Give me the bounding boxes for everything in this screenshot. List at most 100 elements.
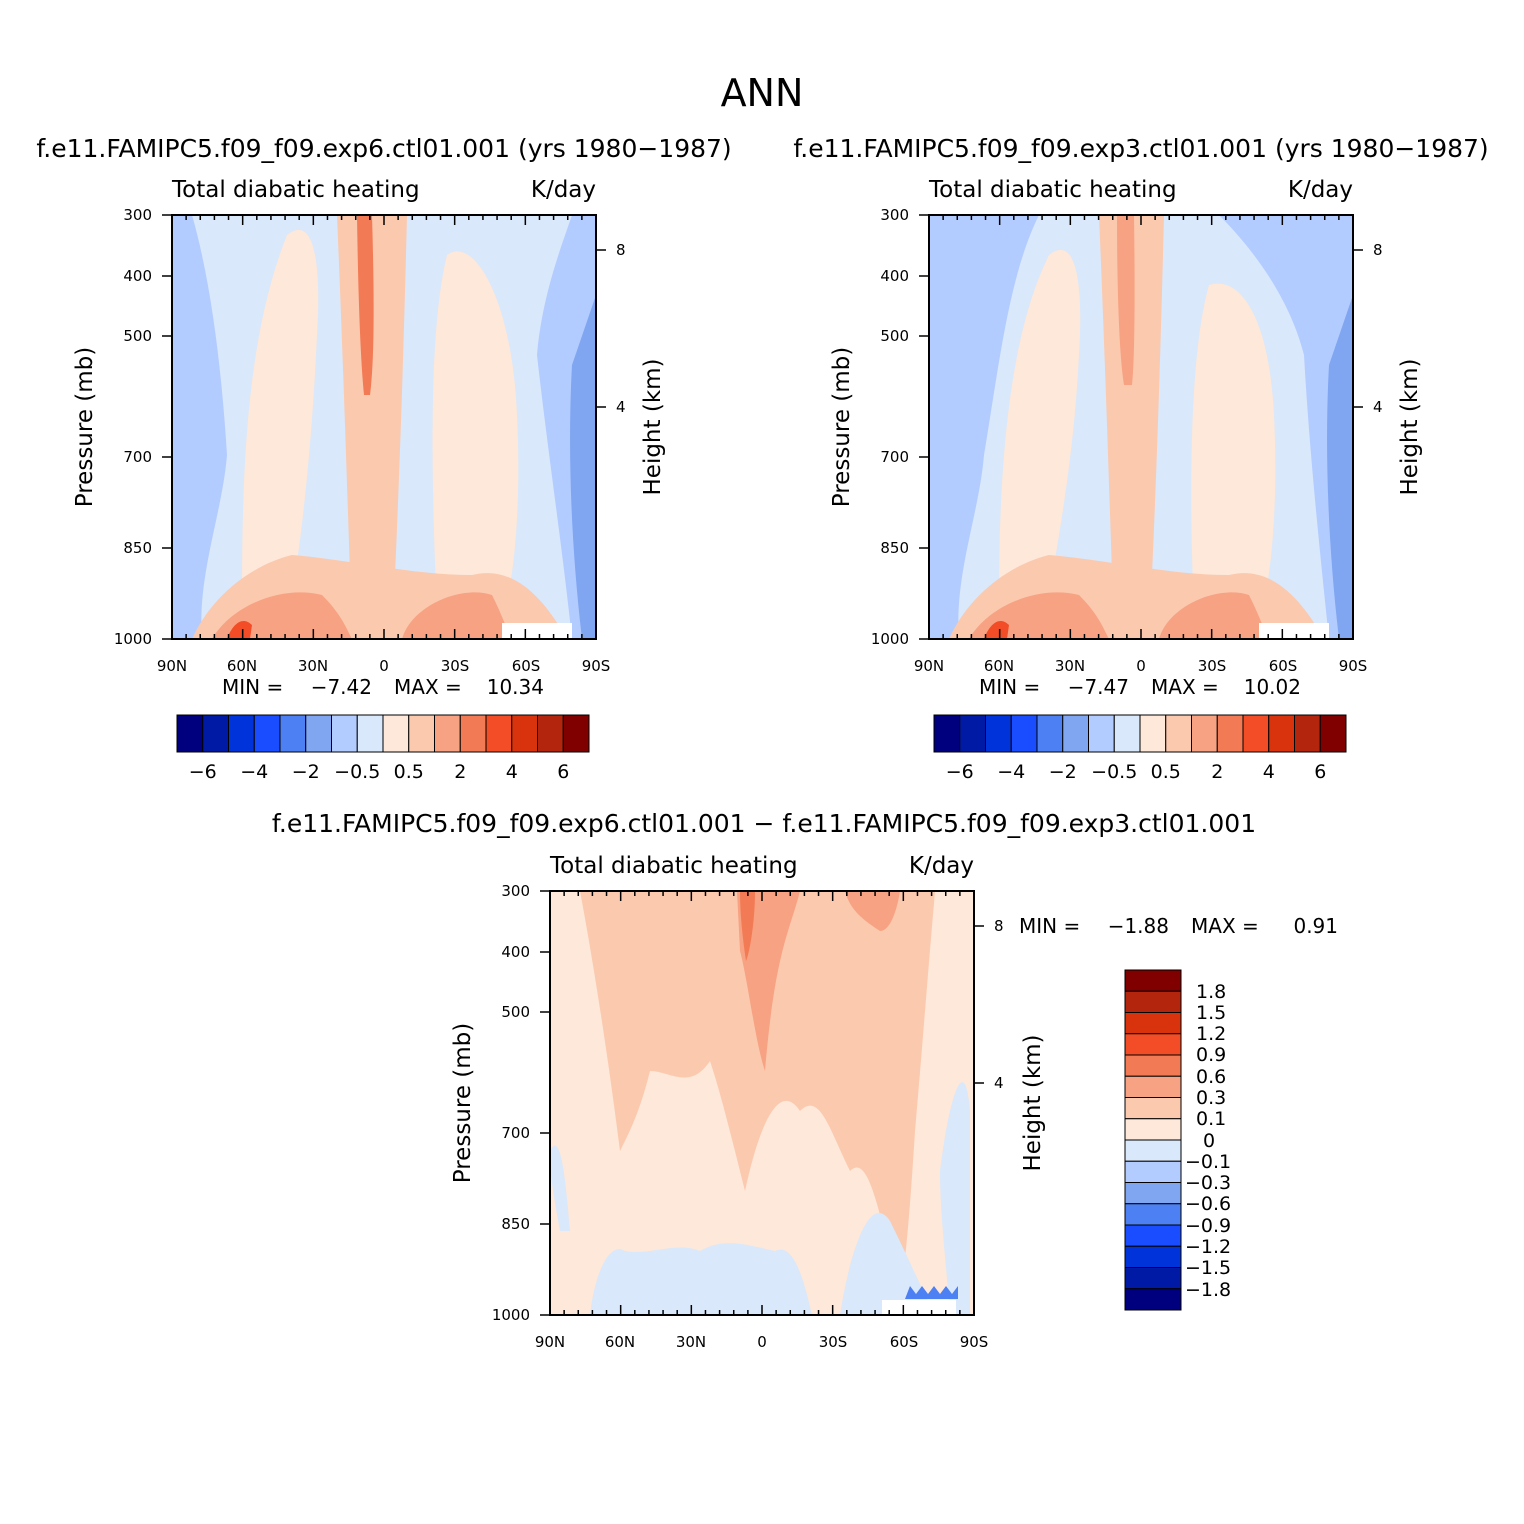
colorbar-swatch xyxy=(511,714,538,753)
x-tick-label: 60S xyxy=(890,1333,919,1351)
x-tick-label: 90S xyxy=(960,1333,989,1351)
panel-1-y-ticks-right: 8 4 xyxy=(616,241,626,416)
panel-2-x-ticks: 90N 60N 30N 0 30S 60S 90S xyxy=(914,657,1367,675)
colorbar-swatch xyxy=(485,714,513,753)
colorbar-swatch xyxy=(382,714,410,753)
x-tick-label: 0 xyxy=(1136,657,1146,675)
panel-1-warm-left xyxy=(242,229,319,595)
colorbar-label: 4 xyxy=(1263,761,1275,783)
max-label: MAX = xyxy=(1191,914,1259,938)
panel-3-ylabel-right: Height (km) xyxy=(1020,1034,1046,1171)
colorbar-label: −6 xyxy=(946,761,974,783)
colorbar-1-labels: −6 −4 −2 −0.5 0.5 2 4 6 xyxy=(189,761,570,783)
y-tick-label: 300 xyxy=(501,882,530,900)
panel-2-field xyxy=(928,214,1354,640)
colorbar-swatch xyxy=(305,714,332,753)
x-tick-label: 30S xyxy=(1198,657,1227,675)
panel-3-positive-peak xyxy=(740,891,755,961)
panel-1-missing xyxy=(502,623,572,639)
min-label: MIN = xyxy=(979,675,1040,699)
x-tick-label: 60N xyxy=(984,657,1014,675)
x-tick-label: 90S xyxy=(1339,657,1368,675)
x-tick-label: 60S xyxy=(1269,657,1298,675)
colorbar-swatch xyxy=(1216,714,1244,753)
colorbar-label: −0.5 xyxy=(1091,761,1137,783)
min-value: −7.42 xyxy=(311,675,372,699)
x-tick-label: 60S xyxy=(512,657,541,675)
colorbar-2: −6 −4 −2 −0.5 0.5 2 4 6 xyxy=(933,714,1347,783)
colorbar-swatch xyxy=(1124,1097,1182,1120)
y-tick-label: 300 xyxy=(123,206,152,224)
colorbar-label: −1.8 xyxy=(1185,1279,1231,1301)
colorbar-swatch xyxy=(331,714,358,753)
panel-1-title: f.e11.FAMIPC5.f09_f09.exp6.ctl01.001 (yr… xyxy=(36,134,731,163)
colorbar-swatch xyxy=(1124,1118,1182,1141)
y-tick-right-label: 4 xyxy=(616,398,626,416)
colorbar-label: 2 xyxy=(1211,761,1223,783)
y-tick-label: 700 xyxy=(123,448,152,466)
panel-3-positive xyxy=(580,891,935,1291)
colorbar-swatch xyxy=(1062,714,1089,753)
colorbar-label: 0.1 xyxy=(1196,1108,1226,1130)
y-tick-label: 1000 xyxy=(492,1306,530,1324)
panel-2-y-ticks: 300 400 500 700 850 1000 xyxy=(871,206,909,648)
colorbar-3-swatches xyxy=(1124,969,1182,1311)
colorbar-label: −2 xyxy=(292,761,320,783)
y-tick-label: 1000 xyxy=(871,630,909,648)
y-tick-right-label: 4 xyxy=(994,1074,1004,1092)
colorbar-label: −4 xyxy=(240,761,268,783)
x-tick-label: 90N xyxy=(914,657,944,675)
panel-1-surface-core xyxy=(212,592,512,639)
colorbar-swatch xyxy=(1124,1288,1182,1311)
y-tick-label: 400 xyxy=(123,267,152,285)
colorbar-swatch xyxy=(228,714,255,753)
y-tick-label: 700 xyxy=(880,448,909,466)
x-tick-label: 30N xyxy=(676,1333,706,1351)
y-tick-right-label: 8 xyxy=(616,241,626,259)
panel-1-ylabel: Pressure (mb) xyxy=(72,347,98,507)
colorbar-swatch xyxy=(202,714,229,753)
panel-3-positive-core xyxy=(737,891,900,1071)
panel-3-x-ticks: 90N 60N 30N 0 30S 60S 90S xyxy=(535,1333,988,1351)
panel-2-missing xyxy=(1259,623,1329,639)
panel-1-y-ticks: 300 400 500 700 850 1000 xyxy=(114,206,152,648)
x-tick-label: 90N xyxy=(157,657,187,675)
panel-2-units: K/day xyxy=(1288,177,1353,203)
y-tick-label: 400 xyxy=(880,267,909,285)
colorbar-label: 0.9 xyxy=(1196,1044,1226,1066)
panel-1-field xyxy=(171,214,597,640)
x-tick-label: 30S xyxy=(819,1333,848,1351)
colorbar-swatch xyxy=(1139,714,1167,753)
panel-2-surface-core xyxy=(969,592,1269,639)
max-value: 10.34 xyxy=(487,675,544,699)
y-tick-label: 500 xyxy=(501,1003,530,1021)
min-value: −1.88 xyxy=(1108,914,1169,938)
axis-ticks xyxy=(162,214,1363,1316)
colorbar-label: −0.9 xyxy=(1185,1215,1231,1237)
panel-3-subtitle: Total diabatic heating xyxy=(549,853,798,879)
colorbar-label: −6 xyxy=(189,761,217,783)
colorbar-swatch xyxy=(1124,1139,1182,1162)
panel-1-warm-right xyxy=(432,251,519,615)
colorbar-swatch xyxy=(1124,1224,1182,1247)
colorbar-label: −0.1 xyxy=(1185,1151,1231,1173)
colorbar-swatch xyxy=(1124,969,1182,992)
colorbar-3: 1.8 1.5 1.2 0.9 0.6 0.3 0.1 0 −0.1 −0.3 … xyxy=(1124,969,1231,1311)
colorbar-swatch xyxy=(459,714,487,753)
y-tick-right-label: 4 xyxy=(1373,398,1383,416)
panel-1-ylabel-right: Height (km) xyxy=(640,358,666,495)
panel-2-cold-west xyxy=(929,215,1039,639)
colorbar-swatch xyxy=(1088,714,1115,753)
panel-1-cold-east-2 xyxy=(570,295,596,639)
colorbar-swatch xyxy=(562,714,590,753)
colorbar-label: 0 xyxy=(1203,1130,1215,1152)
colorbar-swatch xyxy=(1191,714,1218,753)
colorbar-1-swatches xyxy=(176,714,590,753)
colorbar-label: 6 xyxy=(1314,761,1326,783)
min-value: −7.47 xyxy=(1068,675,1129,699)
colorbar-swatch xyxy=(408,714,435,753)
page-title: ANN xyxy=(721,71,804,115)
panel-2-warm-left xyxy=(999,249,1081,595)
panel-2-minmax: MIN = −7.47 MAX = 10.02 xyxy=(979,675,1301,699)
min-label: MIN = xyxy=(1019,914,1080,938)
